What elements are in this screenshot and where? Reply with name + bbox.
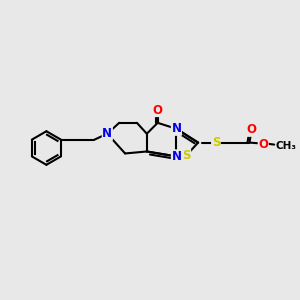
Text: S: S	[212, 136, 220, 149]
Text: N: N	[171, 122, 182, 135]
Text: CH₃: CH₃	[275, 141, 296, 151]
Text: O: O	[258, 138, 268, 151]
Text: N: N	[171, 150, 182, 163]
Text: O: O	[153, 103, 163, 116]
Text: S: S	[182, 149, 190, 162]
Text: N: N	[102, 127, 112, 140]
Text: O: O	[246, 123, 256, 136]
